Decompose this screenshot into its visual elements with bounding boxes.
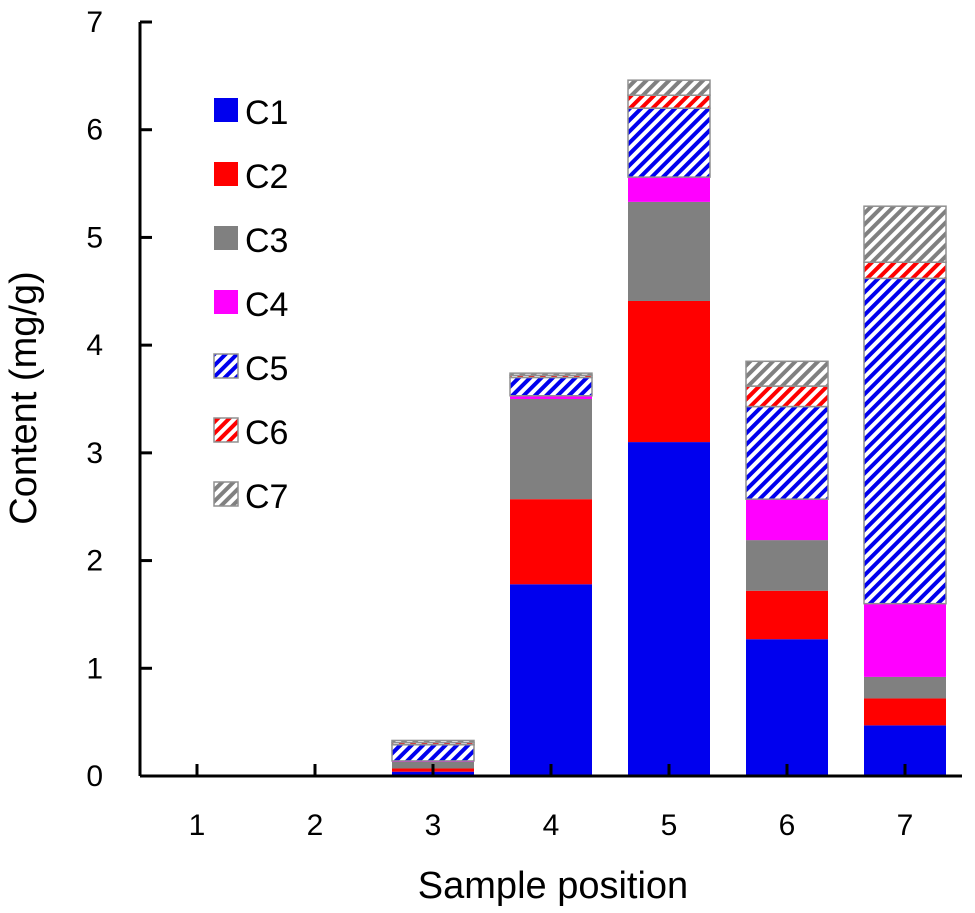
y-tick-label: 1: [86, 652, 103, 685]
x-tick-label: 3: [425, 809, 442, 842]
legend-swatch-c7: [214, 482, 238, 506]
legend-swatch-c5: [214, 354, 238, 378]
x-tick-label: 7: [897, 809, 914, 842]
legend-label-c3: C3: [245, 222, 288, 260]
y-axis-title: Content (mg/g): [3, 271, 45, 524]
legend-swatch-c3: [214, 226, 238, 250]
bar-c3-pos-5: [628, 202, 710, 301]
bar-c6-pos-6: [746, 386, 828, 406]
bar-c7-pos-4: [510, 373, 592, 375]
x-tick-label: 1: [189, 809, 206, 842]
bar-c3-pos-7: [864, 677, 946, 699]
legend-label-c5: C5: [245, 350, 288, 388]
legend-swatch-c6: [214, 418, 238, 442]
y-tick-label: 3: [86, 437, 103, 470]
bar-group: [392, 80, 946, 776]
legend-label-c6: C6: [245, 414, 288, 452]
bar-c2-pos-5: [628, 301, 710, 442]
bar-c4-pos-6: [746, 499, 828, 540]
bar-c4-pos-7: [864, 604, 946, 677]
legend-swatch-c1: [214, 98, 238, 122]
legend-swatch-c2: [214, 162, 238, 186]
x-tick-label: 4: [543, 809, 560, 842]
y-tick-label: 5: [86, 221, 103, 254]
bar-c5-pos-6: [746, 407, 828, 500]
legend-label-c2: C2: [245, 158, 288, 196]
legend-swatch-c4: [214, 290, 238, 314]
bar-c2-pos-7: [864, 698, 946, 725]
x-tick-label: 2: [307, 809, 324, 842]
bar-c1-pos-5: [628, 442, 710, 776]
stacked-bar-chart: 0 1 2 3 4 5 6 7 1 2 3 4 5 6 7 C1 C2 C3 C4 C5 C6 C7 Sample po…: [0, 0, 975, 913]
bar-c7-pos-6: [746, 361, 828, 386]
bar-c7-pos-3: [392, 740, 474, 742]
bar-c1-pos-4: [510, 584, 592, 776]
y-tick-label: 2: [86, 545, 103, 578]
legend: C1 C2 C3 C4 C5 C6 C7: [214, 94, 288, 516]
x-tick-label: 6: [779, 809, 796, 842]
bar-c5-pos-5: [628, 108, 710, 177]
legend-label-c7: C7: [245, 478, 288, 516]
x-tick-label: 5: [661, 809, 678, 842]
bar-c2-pos-6: [746, 591, 828, 639]
bar-c2-pos-4: [510, 499, 592, 584]
legend-label-c1: C1: [245, 94, 288, 132]
y-tick-label: 6: [86, 114, 103, 147]
y-tick-label: 0: [86, 760, 103, 793]
y-tick-label: 4: [86, 329, 103, 362]
bar-c1-pos-6: [746, 639, 828, 776]
bar-c3-pos-6: [746, 540, 828, 591]
legend-label-c4: C4: [245, 286, 288, 324]
x-axis-title: Sample position: [418, 865, 688, 907]
bar-c3-pos-4: [510, 399, 592, 499]
y-tick-label: 7: [86, 6, 103, 39]
bar-c7-pos-5: [628, 80, 710, 95]
bar-c7-pos-7: [864, 206, 946, 262]
bar-c5-pos-7: [864, 278, 946, 603]
bar-c5-pos-3: [392, 745, 474, 761]
bar-c4-pos-5: [628, 177, 710, 202]
bar-c6-pos-5: [628, 95, 710, 108]
bar-c6-pos-7: [864, 262, 946, 278]
bar-c5-pos-4: [510, 377, 592, 395]
